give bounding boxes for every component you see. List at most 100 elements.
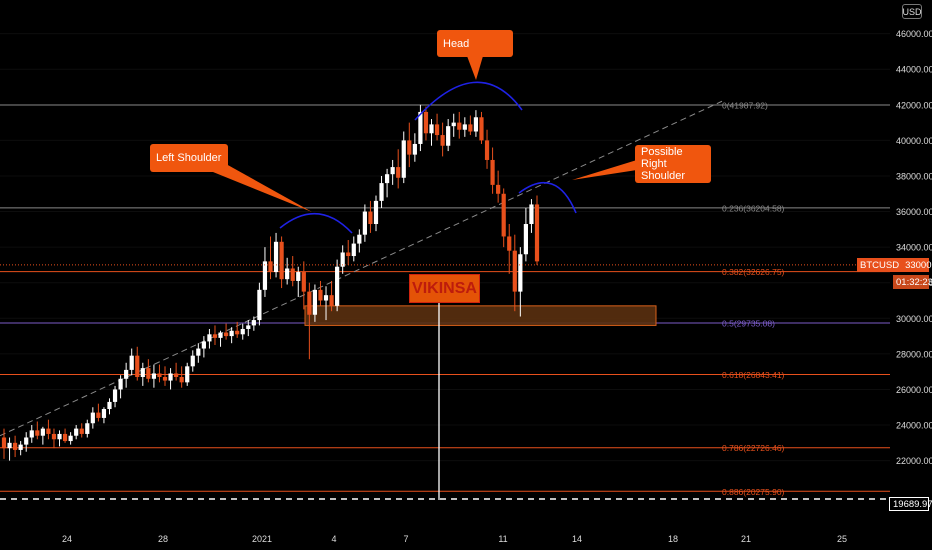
y-tick-label: 26000.00: [896, 385, 932, 395]
candle: [179, 366, 184, 388]
candle: [362, 204, 367, 242]
candle-body: [362, 211, 367, 235]
candle: [390, 159, 395, 185]
x-tick-label: 25: [837, 534, 847, 544]
candle-body: [440, 135, 445, 146]
candle: [68, 432, 73, 445]
candle-body: [373, 200, 379, 225]
right-shoulder-callout[interactable]: Possible Right Shoulder: [635, 145, 711, 183]
candle: [457, 111, 462, 139]
candle: [218, 330, 223, 347]
candle: [168, 368, 173, 390]
candle-body: [407, 140, 412, 155]
fib-label: 0.382(32626.75): [722, 267, 785, 277]
head-pointer: [467, 56, 483, 80]
right-shoulder-label-line2: Shoulder: [641, 170, 686, 182]
candle: [201, 336, 206, 358]
candle: [207, 328, 212, 349]
candle-body: [262, 261, 268, 290]
candle: [240, 323, 245, 340]
candle-body: [140, 368, 145, 378]
candle-body: [484, 140, 490, 160]
candle-body: [346, 252, 351, 257]
candle-body: [368, 211, 373, 225]
candle: [85, 419, 90, 438]
fib-label: 0.786(22726.46): [722, 443, 785, 453]
candle-body: [7, 442, 12, 449]
candle-body: [468, 124, 473, 132]
candle-body: [534, 204, 540, 262]
candle: [329, 280, 334, 312]
y-axis[interactable]: 22000.00 24000.00 26000.00 28000.00 30000.00…: [896, 29, 932, 466]
x-tick-label: 18: [668, 534, 678, 544]
candle: [512, 234, 517, 312]
candle: [368, 200, 373, 233]
candle-body: [257, 289, 262, 321]
candle-body: [246, 325, 251, 329]
candle: [446, 119, 451, 152]
candle-body: [124, 369, 129, 379]
candle-body: [51, 433, 57, 440]
candle-body: [296, 272, 301, 281]
candle-body: [240, 328, 245, 335]
candle-body: [223, 332, 229, 337]
x-axis[interactable]: 24 28 2021 4 7 11 14 18 21 25: [62, 534, 847, 544]
candle-body: [162, 377, 168, 381]
candle-body: [35, 430, 40, 436]
candle-body: [146, 368, 151, 379]
candle-body: [201, 341, 206, 349]
candle-body: [90, 412, 95, 424]
candle-body: [168, 373, 173, 381]
candle-body: [423, 111, 429, 134]
candle: [40, 426, 45, 445]
left-shoulder-callout[interactable]: Left Shoulder: [150, 144, 228, 172]
candle: [268, 236, 273, 280]
candle: [429, 119, 434, 146]
candle-body: [434, 124, 440, 136]
candle: [29, 425, 34, 443]
candle-body: [473, 117, 479, 132]
candle-body: [523, 224, 528, 255]
candle-body: [335, 266, 340, 306]
candle-body: [29, 430, 34, 438]
candle-body: [396, 167, 401, 178]
candle-body: [307, 291, 312, 315]
candle-body: [462, 124, 467, 130]
fib-label: 0.236(36204.58): [722, 203, 785, 213]
alert-price-tag[interactable]: 19689.97: [889, 497, 932, 511]
candle: [129, 348, 134, 376]
x-tick-label: 11: [498, 534, 507, 544]
candle-body: [351, 243, 356, 257]
left-shoulder-arc: [279, 212, 353, 234]
candle-body: [218, 332, 223, 338]
x-tick-label: 21: [741, 534, 751, 544]
candle-body: [279, 241, 284, 280]
y-tick-label: 40000.00: [896, 136, 932, 146]
candle-body: [157, 373, 162, 378]
y-tick-label: 30000.00: [896, 314, 932, 324]
candle-body: [401, 140, 406, 178]
candle: [90, 407, 95, 429]
right-shoulder-arc: [518, 181, 577, 214]
candle-body: [290, 268, 295, 281]
candle: [62, 428, 68, 443]
candle: [451, 113, 456, 137]
candle-body: [174, 373, 179, 378]
candle: [124, 362, 129, 388]
price-tag: 33000.00: [905, 259, 932, 271]
candle-body: [118, 378, 123, 390]
candle: [79, 423, 84, 438]
candle-body: [179, 377, 184, 383]
candle: [496, 170, 501, 203]
candle: [523, 208, 528, 262]
candle: [174, 362, 179, 381]
candle-body: [507, 236, 512, 251]
symbol-price-tag[interactable]: BTCUSD 33000.00: [857, 258, 932, 272]
currency-label[interactable]: USD: [902, 4, 922, 19]
candle-body: [79, 428, 84, 434]
head-callout[interactable]: Head: [437, 30, 513, 57]
candle: [157, 364, 162, 383]
candle: [279, 236, 284, 289]
candle: [246, 320, 251, 337]
candle: [301, 261, 306, 310]
